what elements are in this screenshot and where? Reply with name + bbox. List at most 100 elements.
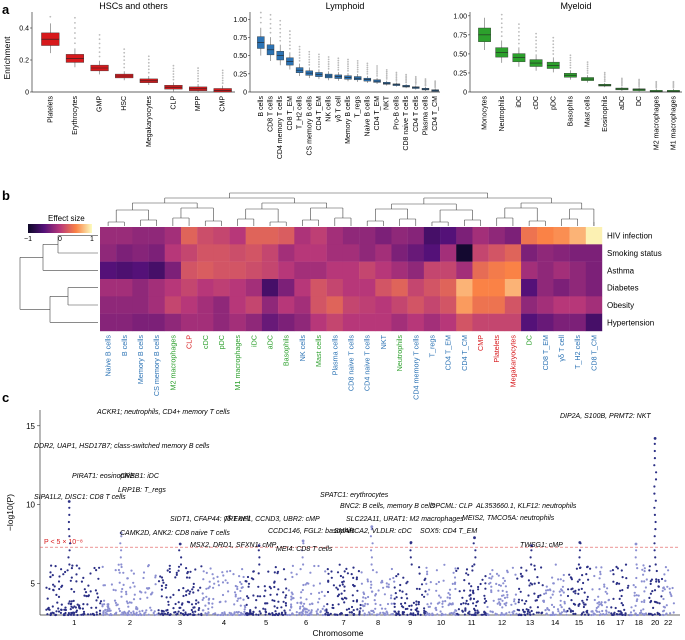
heatmap-cell (440, 313, 457, 332)
snp-point (45, 608, 48, 611)
snp-point (574, 612, 577, 616)
snp-point (481, 578, 484, 581)
snp-point (326, 611, 329, 614)
snp-point (519, 590, 522, 593)
heatmap-cell (100, 279, 117, 297)
snp-point (276, 613, 279, 617)
heatmap-cell (164, 227, 182, 245)
heatmap-cell (245, 313, 263, 332)
snp-point (93, 613, 96, 617)
heatmap-cell (326, 313, 344, 332)
snp-point (69, 603, 72, 606)
snp-point (591, 588, 594, 591)
snp-point (273, 585, 276, 589)
snp-point (620, 569, 623, 572)
snp-point (72, 613, 75, 617)
heatmap-cell (294, 227, 311, 245)
snp-point (505, 601, 508, 605)
heatmap-cell (100, 296, 117, 314)
snp-point (454, 587, 457, 591)
snp-point (514, 573, 517, 576)
outlier-point (621, 78, 623, 81)
snp-point (653, 492, 656, 495)
snp-point (446, 596, 449, 599)
heatmap-cell (391, 244, 408, 262)
snp-point (426, 593, 429, 596)
snp-point (211, 606, 214, 609)
snp-point (274, 610, 277, 613)
snp-point (468, 613, 471, 616)
snp-point (530, 609, 533, 613)
heatmap-cell (521, 296, 538, 314)
snp-point (662, 605, 665, 608)
x-tick-label: CLP (170, 96, 177, 110)
snp-point (239, 611, 243, 614)
snp-point (318, 582, 322, 585)
snp-point (423, 595, 426, 598)
snp-point (280, 606, 283, 609)
snp-point (103, 584, 106, 587)
snp-point (512, 612, 515, 616)
snp-point (242, 598, 245, 601)
outlier-point (395, 74, 398, 77)
snp-point (93, 566, 96, 570)
lead-snp-point (119, 531, 123, 535)
snp-point (415, 587, 419, 590)
outlier-point (376, 69, 378, 71)
snp-point (375, 571, 378, 574)
chromosome-label: 18 (635, 618, 643, 627)
snp-point (162, 613, 165, 617)
snp-point (222, 613, 225, 617)
outlier-point (337, 57, 340, 60)
heatmap-cell (294, 261, 311, 280)
snp-point (380, 607, 384, 610)
outlier-point (337, 59, 340, 62)
outlier-point (672, 80, 675, 83)
x-tick-label: NKT (384, 95, 391, 110)
heatmap-cell (326, 244, 344, 262)
snp-point (299, 596, 302, 599)
snp-point (257, 585, 260, 588)
outlier-point (395, 73, 398, 76)
snp-point (497, 574, 500, 577)
snp-point (383, 613, 387, 617)
snp-point (68, 600, 71, 603)
heatmap-cell (245, 227, 263, 245)
heatmap-cell (116, 313, 133, 332)
outlier-point (74, 42, 76, 45)
snp-point (234, 584, 237, 588)
snp-point (560, 606, 563, 609)
snp-point (202, 578, 205, 581)
snp-point (102, 613, 105, 617)
snp-point (578, 549, 582, 552)
snp-point (49, 571, 52, 574)
snp-point (348, 611, 351, 614)
snp-point (585, 610, 588, 613)
heatmap-cell (537, 313, 554, 332)
snp-point (640, 600, 643, 603)
snp-point (106, 603, 109, 606)
heatmap-cell (197, 313, 214, 332)
snp-point (366, 603, 369, 606)
snp-point (405, 582, 408, 585)
heatmap-cell (423, 313, 441, 332)
snp-point (395, 575, 398, 578)
lead-snp-point (370, 525, 374, 529)
gene-annotation: TWSG1: cMP (520, 542, 563, 549)
snp-point (563, 602, 566, 605)
snp-point (60, 608, 63, 612)
snp-point (501, 599, 504, 602)
legend-tick-label: 1 (90, 236, 94, 243)
x-tick-label: T_H2 cells (297, 96, 304, 130)
snp-point (472, 602, 475, 605)
snp-point (633, 594, 636, 597)
snp-point (484, 611, 487, 614)
snp-point (470, 613, 474, 617)
lead-snp-point (653, 437, 657, 440)
heatmap-cell (213, 261, 230, 280)
legend-title: Effect size (48, 214, 85, 223)
snp-point (176, 612, 179, 616)
snp-point (442, 579, 445, 582)
snp-point (258, 610, 261, 613)
outlier-point (638, 78, 640, 81)
